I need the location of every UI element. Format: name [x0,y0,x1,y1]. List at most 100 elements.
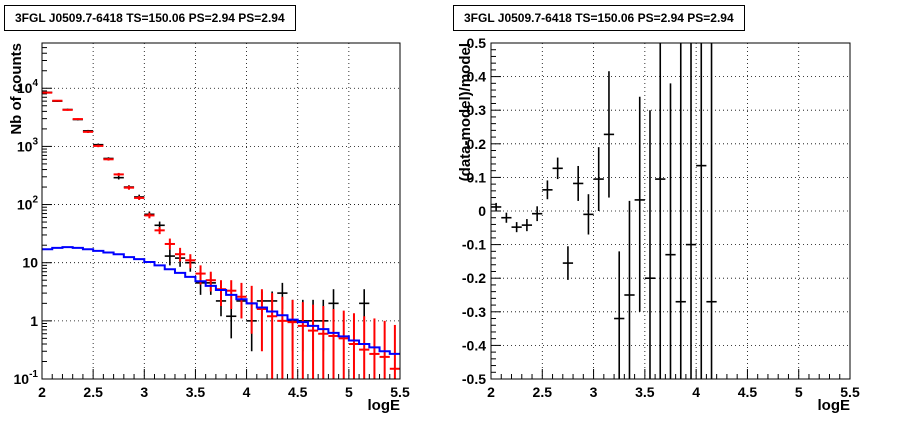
x-axis-label: logE [368,397,401,414]
model-point [256,289,268,352]
model-point [359,316,370,379]
residuals-point [562,246,574,280]
plot-frame [41,42,401,380]
y-tick-exponent: 4 [32,78,38,89]
y-tick-label: 0.1 [467,169,487,185]
residuals-point [624,200,635,379]
residuals-point [685,43,697,379]
y-tick-label: 104 [17,78,39,96]
residuals-point [573,165,584,201]
y-tick-label: 102 [17,195,39,213]
residuals-point [675,43,686,379]
model-point [185,254,196,269]
data-point [359,289,370,321]
x-tick-label: 3 [140,384,148,400]
y-tick-base: 10 [14,371,30,387]
y-tick-base: 10 [17,80,33,96]
x-tick-label: 2 [38,384,46,400]
y-tick-label: 10-1 [14,369,39,387]
background-model-histogram [42,246,400,355]
y-tick-base: 10 [22,255,38,271]
residuals-point [552,157,563,180]
model-point [205,271,216,292]
model-point [328,308,339,379]
y-tick-label: 0.3 [467,102,487,118]
y-tick-label: -0.1 [462,237,486,253]
model-point [113,172,124,176]
residuals-point [614,251,625,379]
x-tick-label: 5.5 [390,384,410,400]
model-point [52,99,63,102]
residuals-point [542,180,553,200]
residuals-point [532,206,543,222]
model-point [348,313,360,379]
x-tick-label: 2.5 [83,384,103,400]
x-tick-label: 3.5 [186,384,206,400]
model-point [267,293,278,379]
y-tick-label: 1 [30,313,38,329]
y-tick-label: 0 [478,203,486,219]
model-point [379,320,390,379]
y-tick-base: 10 [17,138,33,154]
y-tick-label: -0.3 [462,304,486,320]
x-tick-label: 2 [487,384,495,400]
model-point [154,227,165,235]
x-tick-label: 3.5 [635,384,655,400]
y-tick-label: 0.4 [467,69,487,85]
y-tick-label: -0.5 [462,371,486,387]
y-axis-label: (data-model)/model [457,43,474,181]
y-tick-base: 1 [30,313,38,329]
model-point [62,108,73,111]
model-point [123,185,135,190]
y-tick-base: 10 [17,197,33,213]
residuals-point [521,219,533,232]
model-point [103,158,114,161]
model-point [318,306,329,379]
x-tick-label: 5 [795,384,803,400]
model-point [164,238,175,250]
model-point [369,318,380,379]
y-tick-label: 10 [22,255,38,271]
x-tick-label: 4 [243,384,251,400]
model-point [72,118,83,121]
x-tick-label: 5 [345,384,353,400]
x-tick-label: 5.5 [840,384,860,400]
model-point [277,296,288,379]
model-point [236,282,247,319]
data-point [164,249,175,266]
data-point [113,175,124,180]
residuals-point [696,43,707,379]
model-point [82,130,94,133]
y-axis-label: Nb of counts [8,43,25,135]
residuals-point [655,43,666,379]
residuals-point [603,71,615,198]
x-axis-label: logE [818,397,851,414]
x-tick-label: 4 [692,384,700,400]
y-tick-label: 0.2 [467,136,487,152]
model-point [338,310,349,379]
residuals-panel: 2 2.5 3 3.5 4 4.5 5 5.5 -0.5 -0.4 -0.3 -0.2 -0.1 0 0.1… [457,35,860,414]
model-point [144,212,155,219]
residuals-point [706,43,717,379]
residuals-point [593,147,604,211]
model-point [307,304,319,379]
model-point [389,324,400,379]
residuals-point [634,96,645,312]
model-point [287,299,298,379]
y-tick-exponent: 2 [32,195,38,206]
left-panel-title: 3FGL J0509.7-6418 TS=150.06 PS=2.94 PS=2… [4,5,296,31]
x-tick-label: 4.5 [288,384,308,400]
plot-area [42,43,400,379]
y-tick-label: 103 [17,136,39,154]
model-point [134,196,145,200]
residuals-point [644,110,656,379]
right-panel-title: 3FGL J0509.7-6418 TS=150.06 PS=2.94 PS=2… [453,5,745,31]
residuals-point [511,222,522,233]
x-tick-label: 4.5 [738,384,758,400]
model-point [42,91,53,94]
y-tick-exponent: -1 [29,369,38,380]
x-tick-label: 2.5 [533,384,553,400]
y-tick-label: 0.5 [467,35,487,51]
